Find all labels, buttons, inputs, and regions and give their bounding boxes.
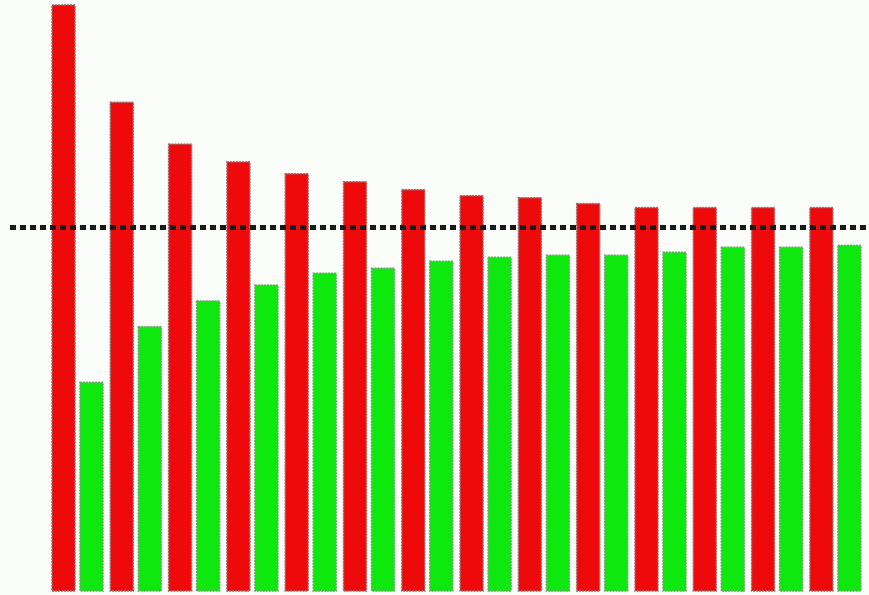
- red-bar-12: [692, 206, 718, 592]
- red-bar-14: [809, 206, 834, 592]
- green-bar-1: [79, 381, 104, 592]
- green-bar-8: [487, 256, 512, 592]
- red-bar-8: [459, 194, 484, 592]
- red-bar-7: [401, 188, 426, 592]
- green-bar-10: [603, 254, 629, 592]
- red-bar-10: [575, 202, 601, 592]
- green-bar-14: [837, 244, 862, 592]
- green-bar-5: [312, 272, 337, 592]
- red-bar-11: [634, 206, 659, 592]
- green-bar-2: [137, 326, 163, 592]
- green-bar-6: [370, 267, 396, 592]
- green-bar-13: [778, 246, 804, 592]
- red-bar-2: [109, 101, 135, 592]
- red-bar-6: [342, 181, 368, 592]
- green-bar-12: [720, 246, 746, 592]
- red-bar-13: [750, 206, 776, 592]
- green-bar-4: [254, 284, 279, 592]
- red-bar-9: [517, 196, 543, 592]
- green-bar-7: [429, 260, 454, 592]
- red-bar-5: [284, 173, 309, 592]
- green-bar-9: [545, 254, 571, 592]
- green-bar-3: [195, 300, 221, 592]
- red-bar-4: [226, 161, 251, 592]
- red-bar-1: [51, 4, 76, 592]
- red-bar-3: [167, 143, 193, 592]
- green-bar-11: [662, 251, 687, 592]
- bars-layer: [51, 4, 862, 592]
